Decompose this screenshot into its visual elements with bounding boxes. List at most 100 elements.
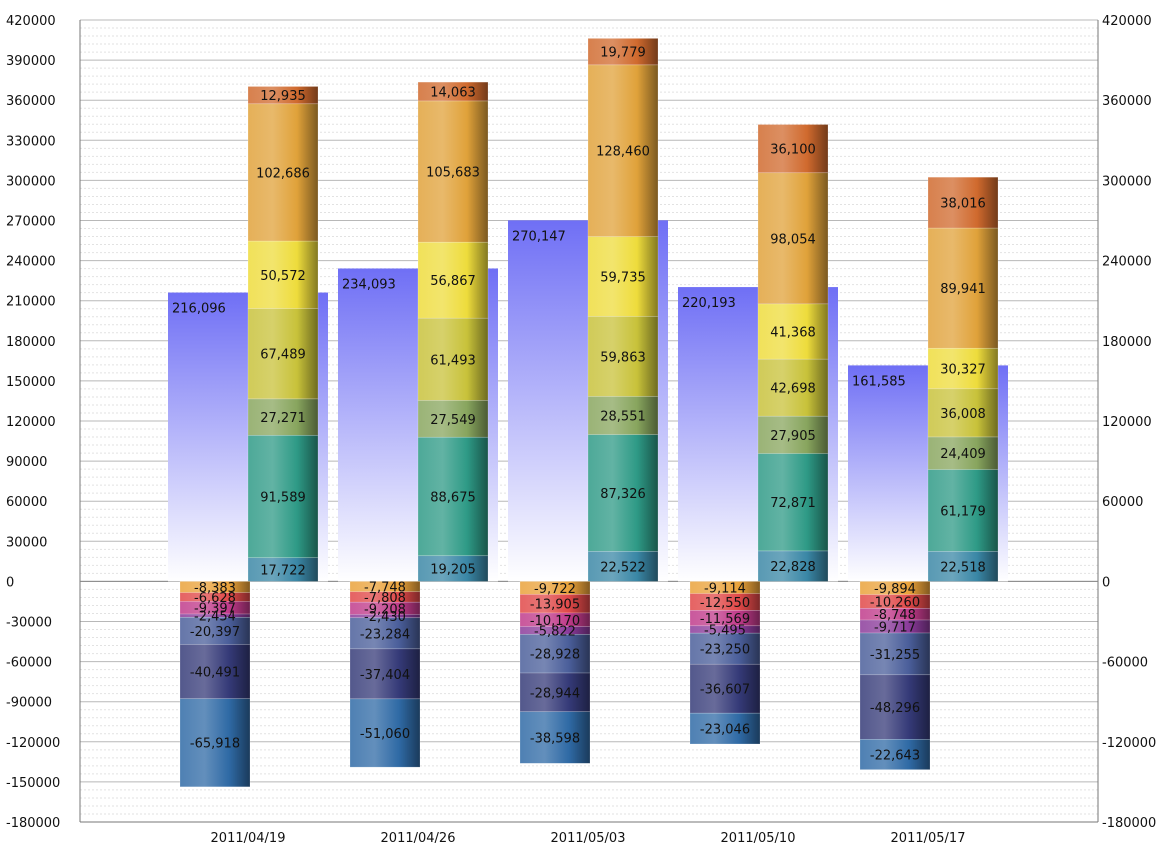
total-bar-label: 234,093 [342, 277, 396, 292]
y-tick-label-left: 30000 [6, 535, 47, 550]
positive-segment-label: 50,572 [260, 269, 306, 284]
positive-segment [417, 241, 489, 319]
negative-segment-label: -36,607 [700, 683, 750, 698]
positive-segment-label: 59,863 [600, 350, 646, 365]
positive-segment-label: 27,549 [430, 413, 476, 428]
y-tick-label-left: 330000 [6, 134, 56, 149]
negative-segment [519, 634, 591, 674]
axis-layer: 4200003900003600003300003000002700002400… [6, 14, 1156, 831]
bar-group [848, 176, 1008, 770]
y-tick-label-right: 120000 [1102, 415, 1152, 430]
negative-segment-label: -38,598 [530, 732, 580, 747]
y-tick-label-right: 180000 [1102, 335, 1152, 350]
positive-segment-label: 30,327 [940, 362, 986, 377]
negative-segment [859, 739, 931, 770]
x-category-label: 2011/04/26 [381, 831, 456, 846]
negative-segment-label: -9,894 [874, 582, 916, 597]
positive-segment [927, 388, 999, 438]
negative-segment-label: -12,550 [700, 596, 750, 611]
total-bar-label: 220,193 [682, 296, 736, 311]
positive-segment [757, 415, 829, 454]
negative-segment [179, 698, 251, 788]
y-tick-label-left: 270000 [6, 215, 56, 230]
y-tick-label-left: -120000 [6, 736, 60, 751]
y-tick-label-right: 420000 [1102, 14, 1152, 29]
positive-segment-label: 98,054 [770, 232, 816, 247]
positive-segment [417, 400, 489, 438]
positive-segment [587, 236, 659, 317]
y-tick-label-left: -90000 [6, 696, 52, 711]
negative-segment [519, 711, 591, 764]
positive-segment [587, 434, 659, 552]
y-tick-label-left: 240000 [6, 255, 56, 270]
positive-segment [417, 100, 489, 243]
negative-segment [859, 674, 931, 740]
negative-segment-label: -23,250 [700, 643, 750, 658]
y-tick-label-left: 90000 [6, 455, 47, 470]
positive-segment-label: 22,522 [600, 560, 646, 575]
positive-segment-label: 128,460 [596, 145, 650, 160]
negative-segment-label: -37,404 [360, 668, 410, 683]
positive-segment-label: 59,735 [600, 270, 646, 285]
positive-segment-label: 22,828 [770, 560, 816, 575]
negative-segment-label: -28,928 [530, 648, 580, 663]
negative-segment-label: -8,383 [194, 581, 236, 596]
positive-segment-label: 27,905 [770, 429, 816, 444]
negative-segment-label: -8,748 [874, 608, 916, 623]
positive-segment [757, 550, 829, 582]
negative-segment-label: -7,748 [364, 581, 406, 596]
positive-segment-label: 61,179 [940, 504, 986, 519]
negative-segment-label: -6,628 [194, 591, 236, 606]
positive-segment [757, 303, 829, 360]
negative-segment [349, 698, 421, 768]
negative-segment-label: -9,208 [364, 602, 406, 617]
positive-segment [247, 103, 319, 242]
total-bar-label: 216,096 [172, 302, 226, 317]
positive-segment-label: 38,016 [940, 197, 986, 212]
negative-segment-label: -5,822 [534, 624, 576, 639]
positive-segment-label: 91,589 [260, 490, 306, 505]
negative-segment-label: -9,722 [534, 582, 576, 597]
positive-segment-label: 14,063 [430, 86, 476, 101]
label-layer: 216,096 17,722 91,589 27,271 67,489 50,572 102… [172, 46, 986, 846]
positive-segment-label: 89,941 [940, 282, 986, 297]
negative-segment [179, 644, 251, 699]
positive-segment-label: 19,205 [430, 563, 476, 578]
negative-segment [689, 712, 761, 745]
y-tick-label-left: 60000 [6, 495, 47, 510]
negative-segment-label: -9,717 [874, 621, 916, 636]
y-tick-label-left: 0 [6, 575, 14, 590]
positive-segment-label: 17,722 [260, 564, 306, 579]
negative-segment-label: -2,430 [364, 610, 406, 625]
positive-segment-label: 36,008 [940, 407, 986, 422]
positive-segment [417, 436, 489, 557]
negative-segment-label: -5,495 [704, 623, 746, 638]
positive-segment [757, 453, 829, 552]
negative-segment-label: -31,255 [870, 648, 920, 663]
y-tick-label-left: 180000 [6, 335, 56, 350]
y-tick-label-left: 360000 [6, 94, 56, 109]
y-tick-label-right: 60000 [1102, 495, 1143, 510]
negative-segment-label: -65,918 [190, 737, 240, 752]
total-bar-label: 270,147 [512, 229, 566, 244]
positive-segment [247, 398, 319, 436]
negative-segment-label: -9,114 [704, 581, 746, 596]
negative-segment-label: -2,454 [194, 610, 236, 625]
positive-segment [587, 396, 659, 435]
negative-segment-label: -9,397 [194, 602, 236, 617]
y-tick-label-right: 300000 [1102, 174, 1152, 189]
positive-segment-label: 24,409 [940, 447, 986, 462]
negative-segment-label: -10,260 [870, 595, 920, 610]
positive-segment-label: 56,867 [430, 274, 476, 289]
negative-segment-label: -28,944 [530, 686, 580, 701]
negative-segment [689, 610, 761, 627]
y-tick-label-left: -60000 [6, 656, 52, 671]
negative-segment-label: -7,808 [364, 591, 406, 606]
negative-segment-label: -20,397 [190, 625, 240, 640]
negative-segment [179, 617, 251, 645]
negative-segment-label: -23,284 [360, 627, 410, 642]
positive-segment-label: 105,683 [426, 166, 480, 181]
positive-segment-label: 67,489 [260, 348, 306, 363]
